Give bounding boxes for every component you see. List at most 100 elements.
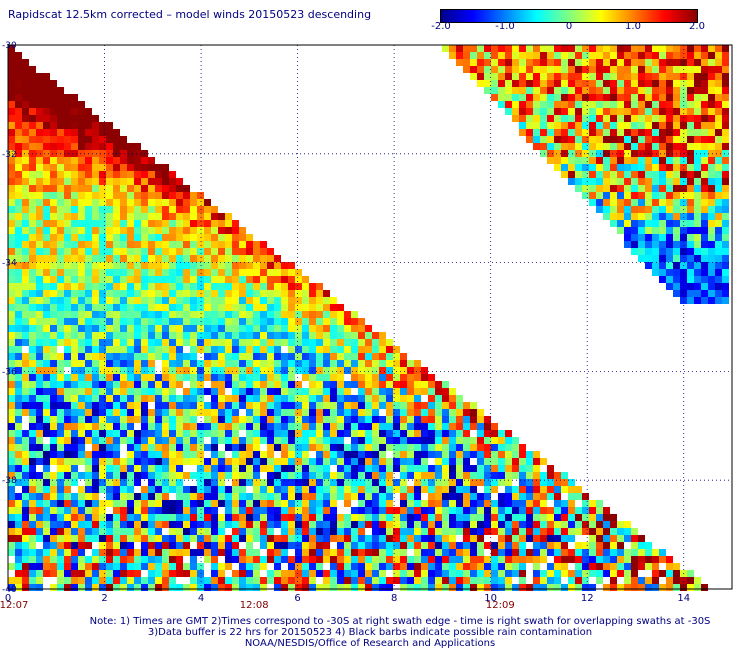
heatmap-cell [29,528,36,535]
heatmap-cell [708,129,715,136]
heatmap-cell [624,122,631,129]
heatmap-cell [71,234,78,241]
heatmap-cell [190,437,197,444]
heatmap-cell [491,465,498,472]
heatmap-cell [638,115,645,122]
heatmap-cell [120,192,127,199]
heatmap-cell [43,451,50,458]
heatmap-cell [540,535,547,542]
heatmap-cell [246,584,253,591]
heatmap-cell [561,59,568,66]
heatmap-cell [449,486,456,493]
heatmap-cell [239,234,246,241]
heatmap-cell [43,185,50,192]
heatmap-cell [302,521,309,528]
heatmap-cell [106,458,113,465]
heatmap-cell [218,535,225,542]
heatmap-cell [106,227,113,234]
heatmap-cell [127,430,134,437]
heatmap-cell [540,94,547,101]
heatmap-cell [8,577,15,584]
heatmap-cell [71,150,78,157]
heatmap-cell [337,353,344,360]
heatmap-cell [8,402,15,409]
heatmap-cell [64,150,71,157]
heatmap-cell [358,556,365,563]
heatmap-cell [141,549,148,556]
heatmap-cell [442,521,449,528]
heatmap-cell [407,416,414,423]
heatmap-cell [92,577,99,584]
heatmap-cell [267,472,274,479]
heatmap-cell [127,507,134,514]
heatmap-cell [379,479,386,486]
heatmap-cell [344,549,351,556]
heatmap-cell [113,444,120,451]
heatmap-cell [99,199,106,206]
heatmap-cell [22,59,29,66]
heatmap-cell [155,437,162,444]
heatmap-cell [295,416,302,423]
heatmap-cell [610,87,617,94]
heatmap-cell [36,101,43,108]
heatmap-cell [631,143,638,150]
heatmap-cell [218,381,225,388]
heatmap-cell [239,584,246,591]
heatmap-cell [659,164,666,171]
heatmap-cell [470,45,477,52]
heatmap-cell [57,297,64,304]
heatmap-cell [8,486,15,493]
heatmap-cell [526,66,533,73]
heatmap-cell [610,577,617,584]
heatmap-cell [113,570,120,577]
heatmap-cell [652,150,659,157]
heatmap-cell [197,213,204,220]
heatmap-cell [295,311,302,318]
heatmap-cell [470,528,477,535]
heatmap-cell [512,500,519,507]
heatmap-cell [127,297,134,304]
heatmap-cell [36,199,43,206]
heatmap-cell [169,409,176,416]
heatmap-cell [190,556,197,563]
heatmap-cell [358,381,365,388]
heatmap-cell [295,269,302,276]
heatmap-cell [190,311,197,318]
heatmap-cell [22,164,29,171]
heatmap-cell [722,269,729,276]
heatmap-cell [64,409,71,416]
heatmap-cell [316,381,323,388]
heatmap-cell [295,444,302,451]
heatmap-cell [554,66,561,73]
heatmap-cell [610,45,617,52]
heatmap-cell [36,493,43,500]
heatmap-cell [141,297,148,304]
heatmap-cell [225,220,232,227]
heatmap-cell [680,108,687,115]
heatmap-cell [141,269,148,276]
heatmap-cell [225,416,232,423]
heatmap-cell [204,486,211,493]
heatmap-cell [582,549,589,556]
heatmap-cell [449,430,456,437]
heatmap-cell [148,318,155,325]
heatmap-cell [281,430,288,437]
heatmap-cell [582,507,589,514]
heatmap-cell [666,262,673,269]
heatmap-cell [190,290,197,297]
heatmap-cell [680,73,687,80]
heatmap-cell [120,339,127,346]
heatmap-cell [71,220,78,227]
heatmap-cell [421,549,428,556]
heatmap-cell [71,213,78,220]
heatmap-cell [547,542,554,549]
heatmap-cell [78,367,85,374]
heatmap-cell [162,430,169,437]
heatmap-cell [106,381,113,388]
heatmap-cell [337,458,344,465]
heatmap-cell [316,570,323,577]
heatmap-cell [141,402,148,409]
heatmap-cell [211,220,218,227]
heatmap-cell [113,206,120,213]
heatmap-cell [267,297,274,304]
